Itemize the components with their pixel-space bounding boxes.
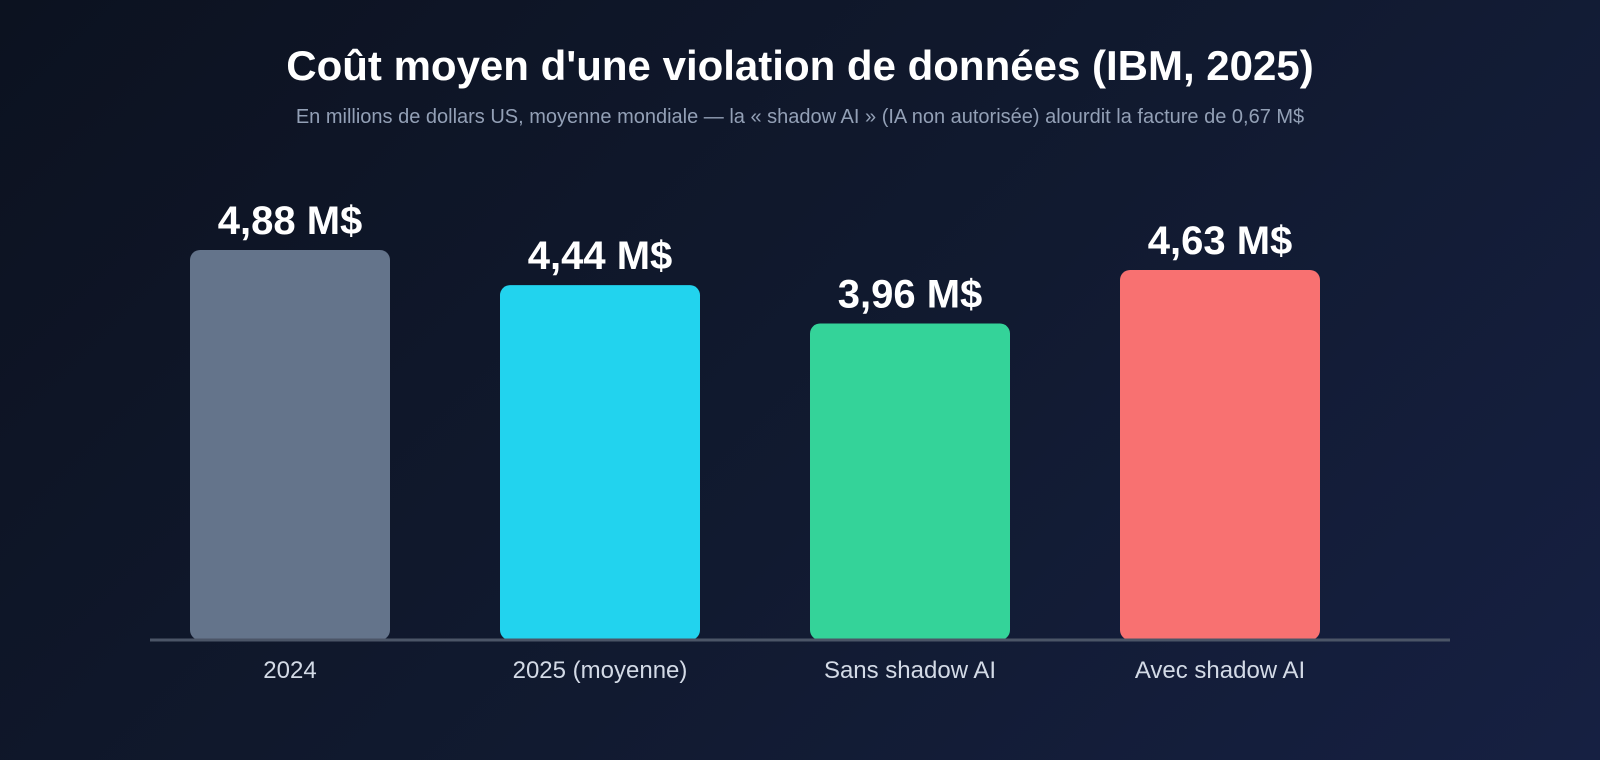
category-tick-label: 2025 (moyenne) — [513, 657, 688, 684]
bar-1 — [190, 250, 390, 640]
bar-value-label: 3,96 M$ — [838, 273, 983, 317]
bars-layer — [190, 250, 1320, 640]
chart-title: Coût moyen d'une violation de données (I… — [286, 42, 1314, 89]
bar-value-label: 4,44 M$ — [528, 234, 673, 278]
category-tick-label: Sans shadow AI — [824, 657, 996, 684]
bar-value-label: 4,88 M$ — [218, 199, 363, 243]
labels-layer: 4,88 M$ 2024 4,44 M$ 2025 (moyenne) 3,96 M$ S… — [218, 199, 1305, 684]
category-tick-label: 2024 — [263, 657, 316, 684]
bar-value-label: 4,63 M$ — [1148, 219, 1293, 263]
bar-4 — [1120, 269, 1320, 640]
bar-3 — [810, 323, 1010, 640]
category-tick-label: Avec shadow AI — [1135, 657, 1305, 684]
chart-subtitle: En millions de dollars US, moyenne mondi… — [295, 106, 1305, 128]
bar-2 — [500, 285, 700, 640]
